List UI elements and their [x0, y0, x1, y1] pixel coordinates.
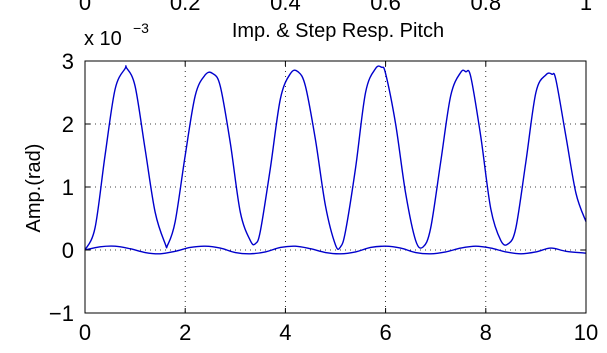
top-x-tick-label: 0 [79, 0, 91, 15]
grid-lines [85, 61, 586, 313]
y-tick-label: 2 [62, 112, 74, 137]
step-response-line [84, 65, 587, 251]
chart-title: Imp. & Step Resp. Pitch [232, 20, 444, 42]
axis-multiplier-base: x 10 [84, 28, 122, 50]
y-tick-label: 3 [62, 49, 74, 74]
tick-marks [84, 60, 587, 314]
x-tick-labels: 0 2 4 6 8 10 [79, 320, 598, 345]
y-tick-label: 1 [62, 175, 74, 200]
top-x-tick-label: 0.6 [370, 0, 401, 15]
y-axis-label: Amp.(rad) [23, 144, 45, 233]
x-tick-label: 0 [79, 320, 91, 345]
x-tick-label: 8 [480, 320, 492, 345]
top-x-tick-label: 0.4 [270, 0, 301, 15]
impulse-response-line [84, 245, 587, 255]
y-tick-label: −1 [49, 301, 74, 326]
top-x-tick-label: 0.2 [170, 0, 201, 15]
x-tick-label: 2 [179, 320, 191, 345]
upper-axes-tick-labels: 0 0.2 0.4 0.6 0.8 1 [79, 0, 592, 15]
x-tick-label: 10 [574, 320, 598, 345]
series-lines [84, 65, 587, 255]
axis-multiplier-exponent: −3 [133, 20, 149, 36]
y-tick-labels: −1 0 1 2 3 [49, 49, 74, 326]
top-x-tick-label: 0.8 [471, 0, 502, 15]
x-tick-label: 4 [279, 320, 291, 345]
x-tick-label: 6 [379, 320, 391, 345]
top-x-tick-label: 1 [580, 0, 592, 15]
y-tick-label: 0 [62, 238, 74, 263]
